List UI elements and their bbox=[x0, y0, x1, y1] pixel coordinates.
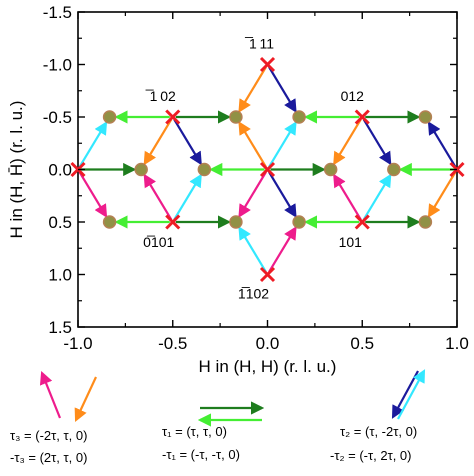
satellite-point bbox=[418, 110, 433, 124]
legend-arrow--tau3 bbox=[39, 370, 62, 419]
arrow--tau3 bbox=[238, 171, 267, 218]
bragg-peak-stroke bbox=[354, 109, 370, 125]
y-axis-title: H in (H, H̄) (r. l. u.) bbox=[7, 101, 26, 239]
peak-label: 1̅102 bbox=[238, 286, 269, 302]
labels-layer: ̅1 11̅1 02 012 0̅101 101 1̅102 bbox=[143, 36, 364, 302]
arrow-tau2 bbox=[173, 119, 202, 166]
arrow--tau3 bbox=[268, 226, 297, 273]
arrow--tau2 bbox=[268, 121, 297, 168]
legend-arrow-tau2 bbox=[391, 370, 419, 419]
axes-layer: -1.0 -0.5 0.0 0.5 1.0 -1.5 -1.0 -0.5 0.0 0.5 1.0 1.… bbox=[7, 3, 469, 376]
legend-label--tau1: -τ₁ = (-τ, -τ, 0) bbox=[162, 447, 240, 462]
arrow-tau3 bbox=[427, 171, 457, 218]
points-layer bbox=[70, 56, 465, 283]
satellite-point bbox=[197, 162, 212, 177]
satellite-point bbox=[134, 162, 148, 177]
bragg-peak-point bbox=[259, 56, 276, 73]
arrow-tau3 bbox=[333, 119, 362, 166]
arrow--tau2 bbox=[238, 226, 267, 273]
bragg-peak-stroke bbox=[259, 56, 276, 73]
x-tick-label: -1.0 bbox=[63, 334, 92, 353]
arrow-tau2 bbox=[268, 171, 297, 218]
bragg-peak-point bbox=[165, 214, 181, 230]
y-tick-label: 0.5 bbox=[48, 213, 72, 232]
bragg-peak-stroke bbox=[259, 266, 276, 283]
arrow--tau2 bbox=[173, 173, 202, 220]
satellite-point bbox=[229, 110, 243, 124]
x-axis-title: H in (H, H) (r. l. u.) bbox=[199, 357, 337, 376]
arrow--tau3 bbox=[333, 173, 362, 220]
x-tick-label: 0.0 bbox=[256, 334, 280, 353]
satellite-point bbox=[292, 110, 306, 124]
arrow--tau2 bbox=[78, 121, 108, 168]
satellite-point bbox=[229, 215, 243, 229]
legend-arrow--tau2 bbox=[397, 369, 426, 420]
bragg-peak-stroke bbox=[354, 214, 370, 230]
satellite-point bbox=[323, 162, 338, 177]
arrow-tau3 bbox=[238, 66, 267, 113]
arrow--tau3 bbox=[78, 171, 108, 218]
y-tick-label: 0.0 bbox=[48, 161, 72, 180]
y-tick-label: -1.0 bbox=[43, 56, 72, 75]
peak-label: ̅1 11 bbox=[244, 36, 274, 52]
y-tick-label: 1.5 bbox=[48, 318, 72, 337]
bragg-peak-stroke bbox=[259, 161, 276, 178]
arrow--tau2 bbox=[362, 173, 392, 220]
arrow--tau3 bbox=[143, 173, 173, 220]
x-tick-label: -0.5 bbox=[158, 334, 187, 353]
y-tick-label: -0.5 bbox=[43, 108, 72, 127]
bragg-peak-stroke bbox=[165, 214, 181, 230]
legend-arrow-tau3 bbox=[74, 376, 97, 422]
arrow-tau2 bbox=[268, 66, 297, 113]
arrows-layer bbox=[78, 66, 457, 273]
peak-label: 0̅101 bbox=[143, 234, 174, 250]
legend-label--tau3: -τ₃ = (2τ, τ, 0) bbox=[10, 450, 87, 465]
bragg-peak-point bbox=[354, 214, 370, 230]
satellite-point bbox=[292, 215, 306, 229]
peak-label: 101 bbox=[339, 234, 363, 250]
legend-label--tau2: -τ₂ = (-τ, 2τ, 0) bbox=[330, 448, 412, 463]
legend-label-tau3: τ₃ = (-2τ, τ, 0) bbox=[10, 428, 87, 443]
satellite-point bbox=[102, 215, 117, 229]
arrow-tau3 bbox=[238, 121, 267, 168]
legend-layer: τ₃ = (-2τ, τ, 0) -τ₃ = (2τ, τ, 0) τ₁ = (τ,… bbox=[10, 369, 426, 465]
arrow-tau3 bbox=[143, 119, 173, 166]
satellite-point bbox=[102, 110, 117, 124]
bragg-peak-point bbox=[259, 266, 276, 283]
y-tick-label: 1.0 bbox=[48, 266, 72, 285]
arrow-tau2 bbox=[362, 119, 392, 166]
legend-label-tau1: τ₁ = (τ, τ, 0) bbox=[162, 424, 227, 439]
bragg-peak-point bbox=[165, 109, 181, 125]
y-tick-label: -1.5 bbox=[43, 3, 72, 22]
peak-label: 012 bbox=[341, 88, 365, 104]
peak-label: ̅1 02 bbox=[145, 88, 176, 104]
x-tick-label: 0.5 bbox=[350, 334, 374, 353]
bragg-peak-point bbox=[259, 161, 276, 178]
satellite-point bbox=[387, 162, 401, 177]
satellite-point bbox=[418, 215, 433, 229]
legend-label-tau2: τ₂ = (τ, -2τ, 0) bbox=[340, 424, 417, 439]
bragg-peak-stroke bbox=[165, 109, 181, 125]
bragg-peak-point bbox=[354, 109, 370, 125]
arrow-tau2 bbox=[427, 121, 457, 168]
x-tick-label: 1.0 bbox=[445, 334, 469, 353]
